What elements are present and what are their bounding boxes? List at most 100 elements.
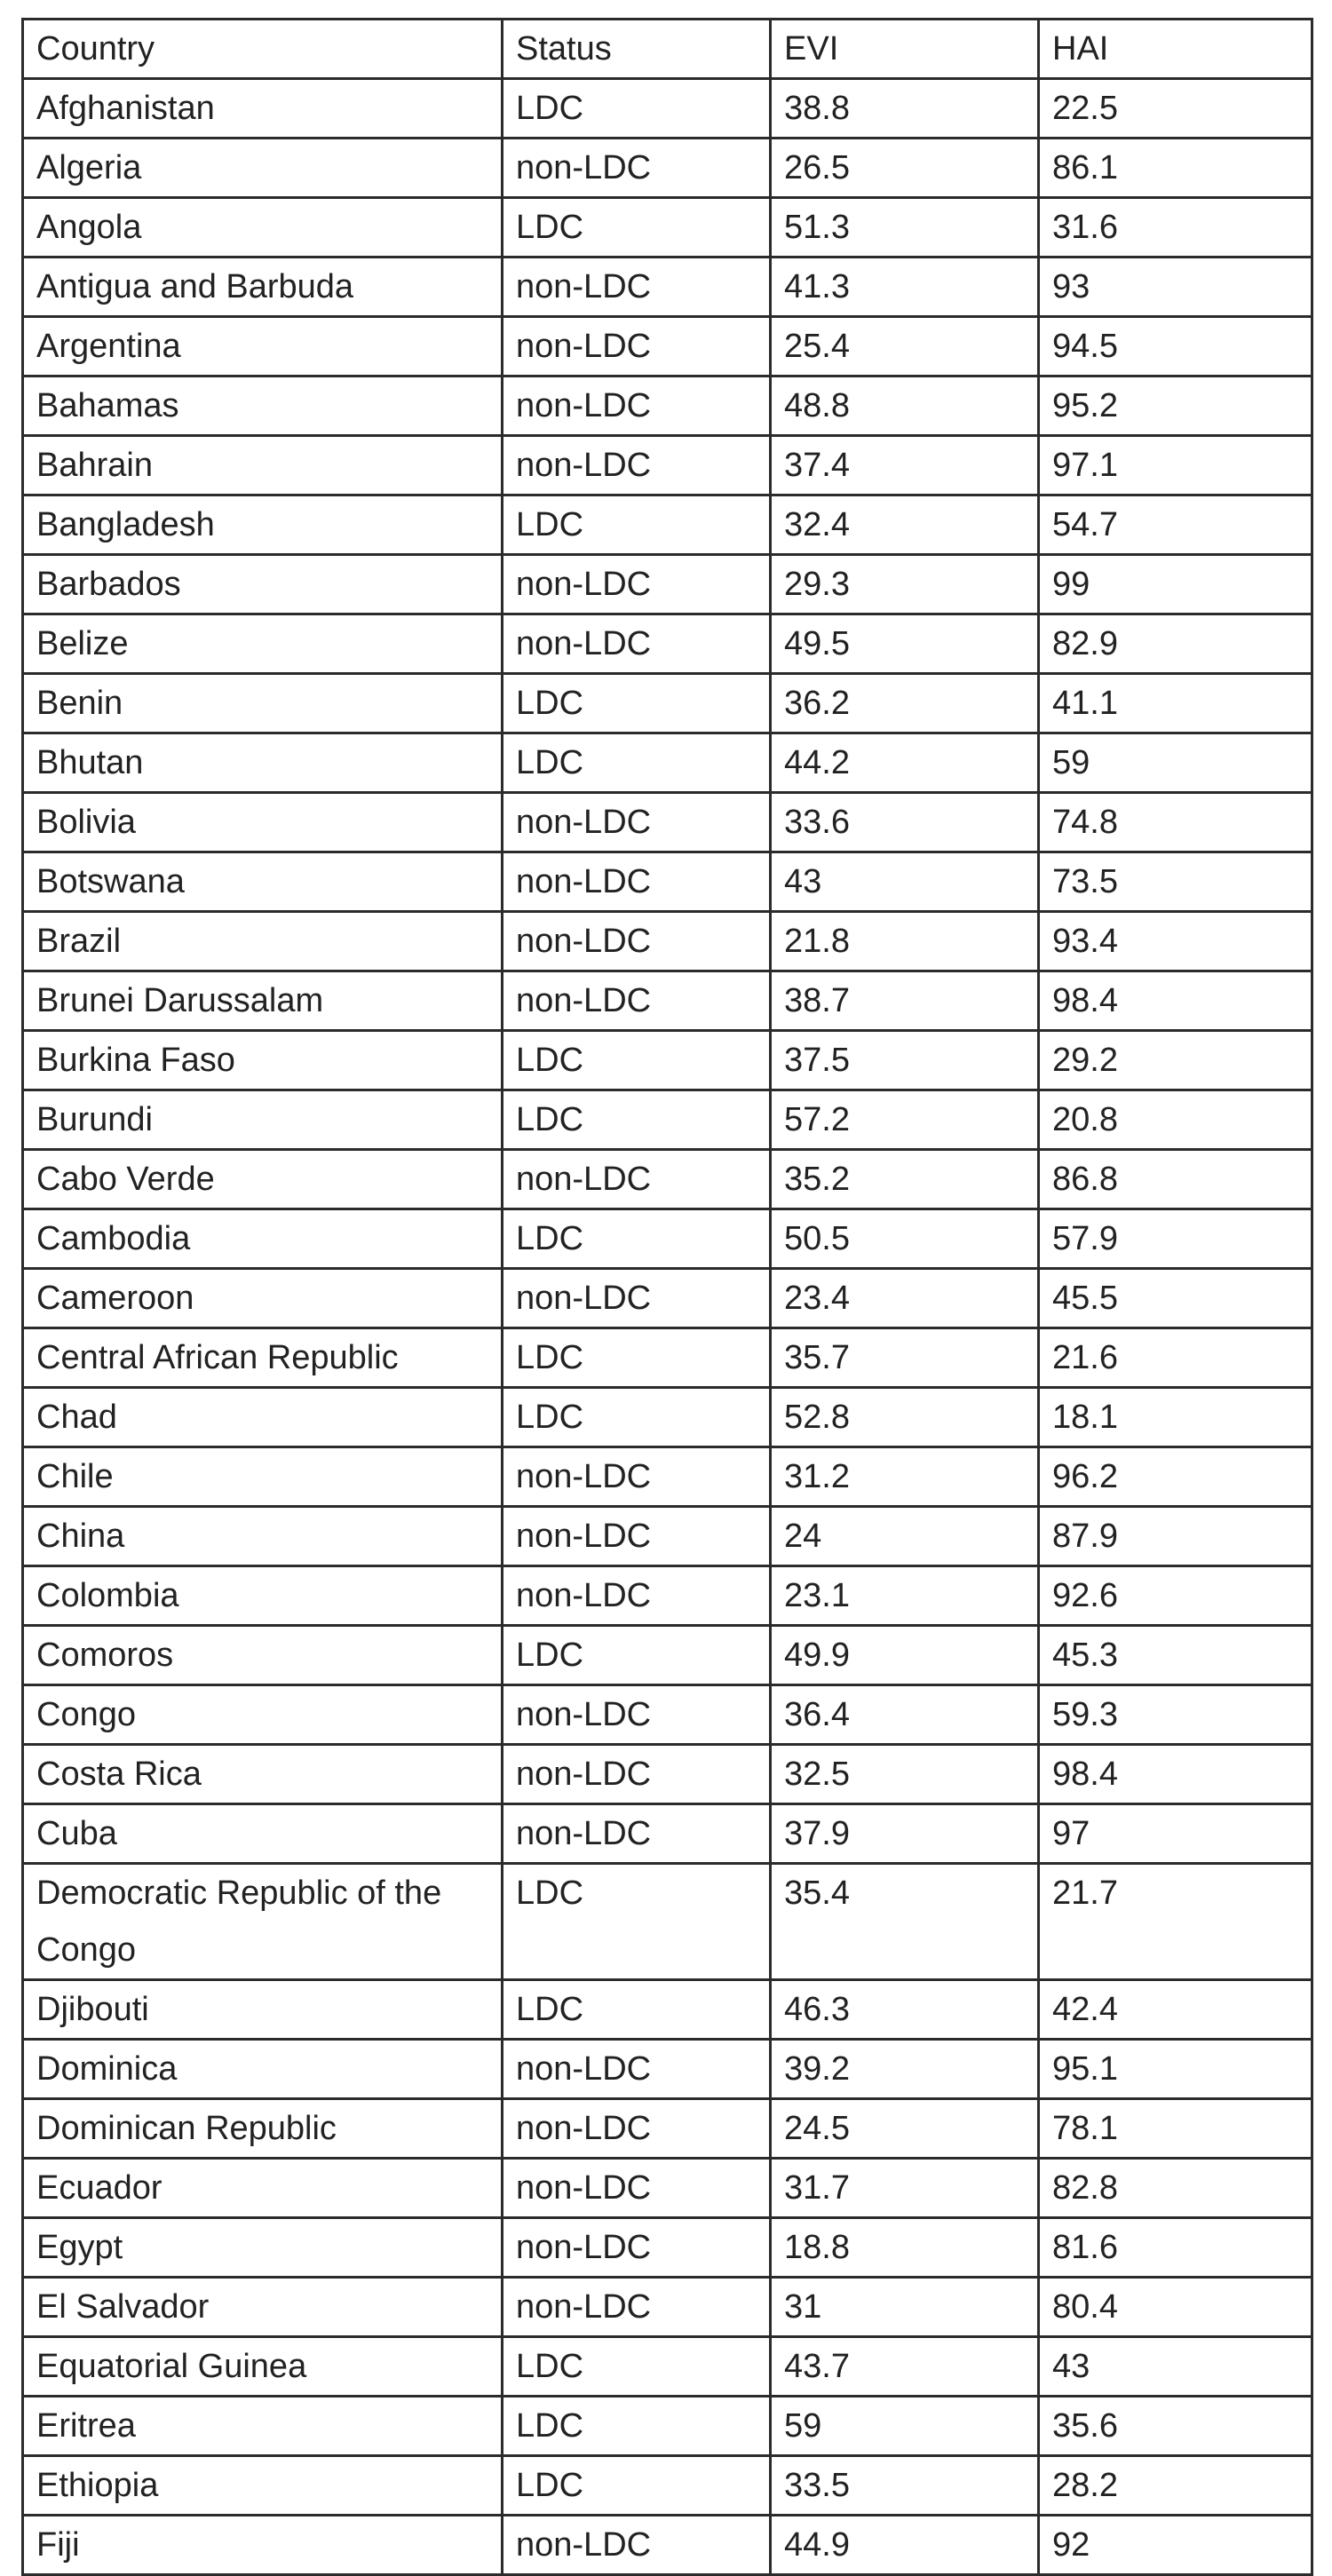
hai-cell: 86.8 bbox=[1037, 1148, 1313, 1210]
country-cell: Bahrain bbox=[21, 434, 503, 496]
country-cell: Comoros bbox=[21, 1624, 503, 1686]
hai-cell: 96.2 bbox=[1037, 1446, 1313, 1508]
country-cell: Dominica bbox=[21, 2038, 503, 2100]
country-cell: Cabo Verde bbox=[21, 1148, 503, 1210]
hai-cell: 93.4 bbox=[1037, 910, 1313, 972]
evi-cell: 44.9 bbox=[769, 2514, 1040, 2576]
hai-cell: 42.4 bbox=[1037, 1978, 1313, 2041]
evi-cell: 23.1 bbox=[769, 1565, 1040, 1627]
table-row: Fiji non-LDC 44.9 92 bbox=[21, 2514, 1313, 2576]
evi-cell: 59 bbox=[769, 2395, 1040, 2457]
status-cell: LDC bbox=[501, 1386, 772, 1448]
hai-cell: 43 bbox=[1037, 2335, 1313, 2398]
country-cell: Congo bbox=[21, 1684, 503, 1746]
hai-cell: 74.8 bbox=[1037, 791, 1313, 853]
status-cell: non-LDC bbox=[501, 1505, 772, 1567]
country-cell: Bangladesh bbox=[21, 494, 503, 556]
hai-cell: 29.2 bbox=[1037, 1029, 1313, 1091]
table-row: Dominica non-LDC 39.2 95.1 bbox=[21, 2038, 1313, 2100]
hai-cell: 35.6 bbox=[1037, 2395, 1313, 2457]
table-row: Ethiopia LDC 33.5 28.2 bbox=[21, 2454, 1313, 2517]
country-cell: Belize bbox=[21, 613, 503, 675]
status-cell: non-LDC bbox=[501, 1684, 772, 1746]
evi-cell: 36.4 bbox=[769, 1684, 1040, 1746]
evi-cell: 23.4 bbox=[769, 1267, 1040, 1329]
evi-cell: 50.5 bbox=[769, 1208, 1040, 1270]
hai-cell: 87.9 bbox=[1037, 1505, 1313, 1567]
hai-cell: 54.7 bbox=[1037, 494, 1313, 556]
hai-cell: 95.1 bbox=[1037, 2038, 1313, 2100]
table-row: Argentina non-LDC 25.4 94.5 bbox=[21, 315, 1313, 377]
table-row: Congo non-LDC 36.4 59.3 bbox=[21, 1684, 1313, 1746]
evi-cell: 48.8 bbox=[769, 375, 1040, 437]
hai-cell: 82.8 bbox=[1037, 2157, 1313, 2219]
table-row: Botswana non-LDC 43 73.5 bbox=[21, 851, 1313, 913]
evi-cell: 41.3 bbox=[769, 256, 1040, 318]
country-cell: Cuba bbox=[21, 1803, 503, 1865]
table-row: Equatorial Guinea LDC 43.7 43 bbox=[21, 2335, 1313, 2398]
hai-cell: 20.8 bbox=[1037, 1089, 1313, 1151]
table-row: Cuba non-LDC 37.9 97 bbox=[21, 1803, 1313, 1865]
hai-cell: 59.3 bbox=[1037, 1684, 1313, 1746]
evi-cell: 44.2 bbox=[769, 732, 1040, 794]
table-row: Dominican Republic non-LDC 24.5 78.1 bbox=[21, 2097, 1313, 2160]
hai-cell: 93 bbox=[1037, 256, 1313, 318]
table-row: Burundi LDC 57.2 20.8 bbox=[21, 1089, 1313, 1151]
evi-cell: 33.6 bbox=[769, 791, 1040, 853]
country-cell: Brazil bbox=[21, 910, 503, 972]
country-cell: Angola bbox=[21, 196, 503, 258]
table-row: Chad LDC 52.8 18.1 bbox=[21, 1386, 1313, 1448]
evi-cell: 38.8 bbox=[769, 77, 1040, 139]
table-row: Egypt non-LDC 18.8 81.6 bbox=[21, 2216, 1313, 2279]
table-row: Bahamas non-LDC 48.8 95.2 bbox=[21, 375, 1313, 437]
table-row: El Salvador non-LDC 31 80.4 bbox=[21, 2276, 1313, 2338]
table-row: Barbados non-LDC 29.3 99 bbox=[21, 553, 1313, 615]
country-cell: Dominican Republic bbox=[21, 2097, 503, 2160]
country-cell: Djibouti bbox=[21, 1978, 503, 2041]
country-cell: Antigua and Barbuda bbox=[21, 256, 503, 318]
hai-cell: 95.2 bbox=[1037, 375, 1313, 437]
table-row: Belize non-LDC 49.5 82.9 bbox=[21, 613, 1313, 675]
hai-cell: 98.4 bbox=[1037, 1743, 1313, 1805]
country-cell: Democratic Republic of the Congo bbox=[21, 1862, 503, 1981]
hai-cell: 57.9 bbox=[1037, 1208, 1313, 1270]
status-cell: LDC bbox=[501, 1862, 772, 1981]
status-cell: LDC bbox=[501, 1029, 772, 1091]
country-cell: Chile bbox=[21, 1446, 503, 1508]
evi-cell: 39.2 bbox=[769, 2038, 1040, 2100]
hai-cell: 21.7 bbox=[1037, 1862, 1313, 1981]
status-cell: non-LDC bbox=[501, 315, 772, 377]
hai-cell: 18.1 bbox=[1037, 1386, 1313, 1448]
status-cell: non-LDC bbox=[501, 2038, 772, 2100]
status-cell: LDC bbox=[501, 1089, 772, 1151]
evi-cell: 25.4 bbox=[769, 315, 1040, 377]
evi-cell: 38.7 bbox=[769, 970, 1040, 1032]
status-cell: LDC bbox=[501, 196, 772, 258]
evi-cell: 32.5 bbox=[769, 1743, 1040, 1805]
hai-cell: 59 bbox=[1037, 732, 1313, 794]
country-cell: Brunei Darussalam bbox=[21, 970, 503, 1032]
status-cell: non-LDC bbox=[501, 791, 772, 853]
column-header-status: Status bbox=[501, 18, 772, 80]
country-cell: Bahamas bbox=[21, 375, 503, 437]
table-row: Bahrain non-LDC 37.4 97.1 bbox=[21, 434, 1313, 496]
status-cell: non-LDC bbox=[501, 2514, 772, 2576]
status-cell: LDC bbox=[501, 1624, 772, 1686]
country-cell: Fiji bbox=[21, 2514, 503, 2576]
table-header-row: Country Status EVI HAI bbox=[21, 18, 1313, 80]
status-cell: non-LDC bbox=[501, 2097, 772, 2160]
evi-cell: 31 bbox=[769, 2276, 1040, 2338]
hai-cell: 86.1 bbox=[1037, 137, 1313, 199]
table-row: Chile non-LDC 31.2 96.2 bbox=[21, 1446, 1313, 1508]
table-row: Benin LDC 36.2 41.1 bbox=[21, 672, 1313, 734]
table-row: Comoros LDC 49.9 45.3 bbox=[21, 1624, 1313, 1686]
status-cell: LDC bbox=[501, 672, 772, 734]
evi-cell: 46.3 bbox=[769, 1978, 1040, 2041]
column-header-country: Country bbox=[21, 18, 503, 80]
table-row: Algeria non-LDC 26.5 86.1 bbox=[21, 137, 1313, 199]
status-cell: non-LDC bbox=[501, 1565, 772, 1627]
status-cell: non-LDC bbox=[501, 1446, 772, 1508]
status-cell: non-LDC bbox=[501, 137, 772, 199]
status-cell: non-LDC bbox=[501, 613, 772, 675]
table-row: Bhutan LDC 44.2 59 bbox=[21, 732, 1313, 794]
